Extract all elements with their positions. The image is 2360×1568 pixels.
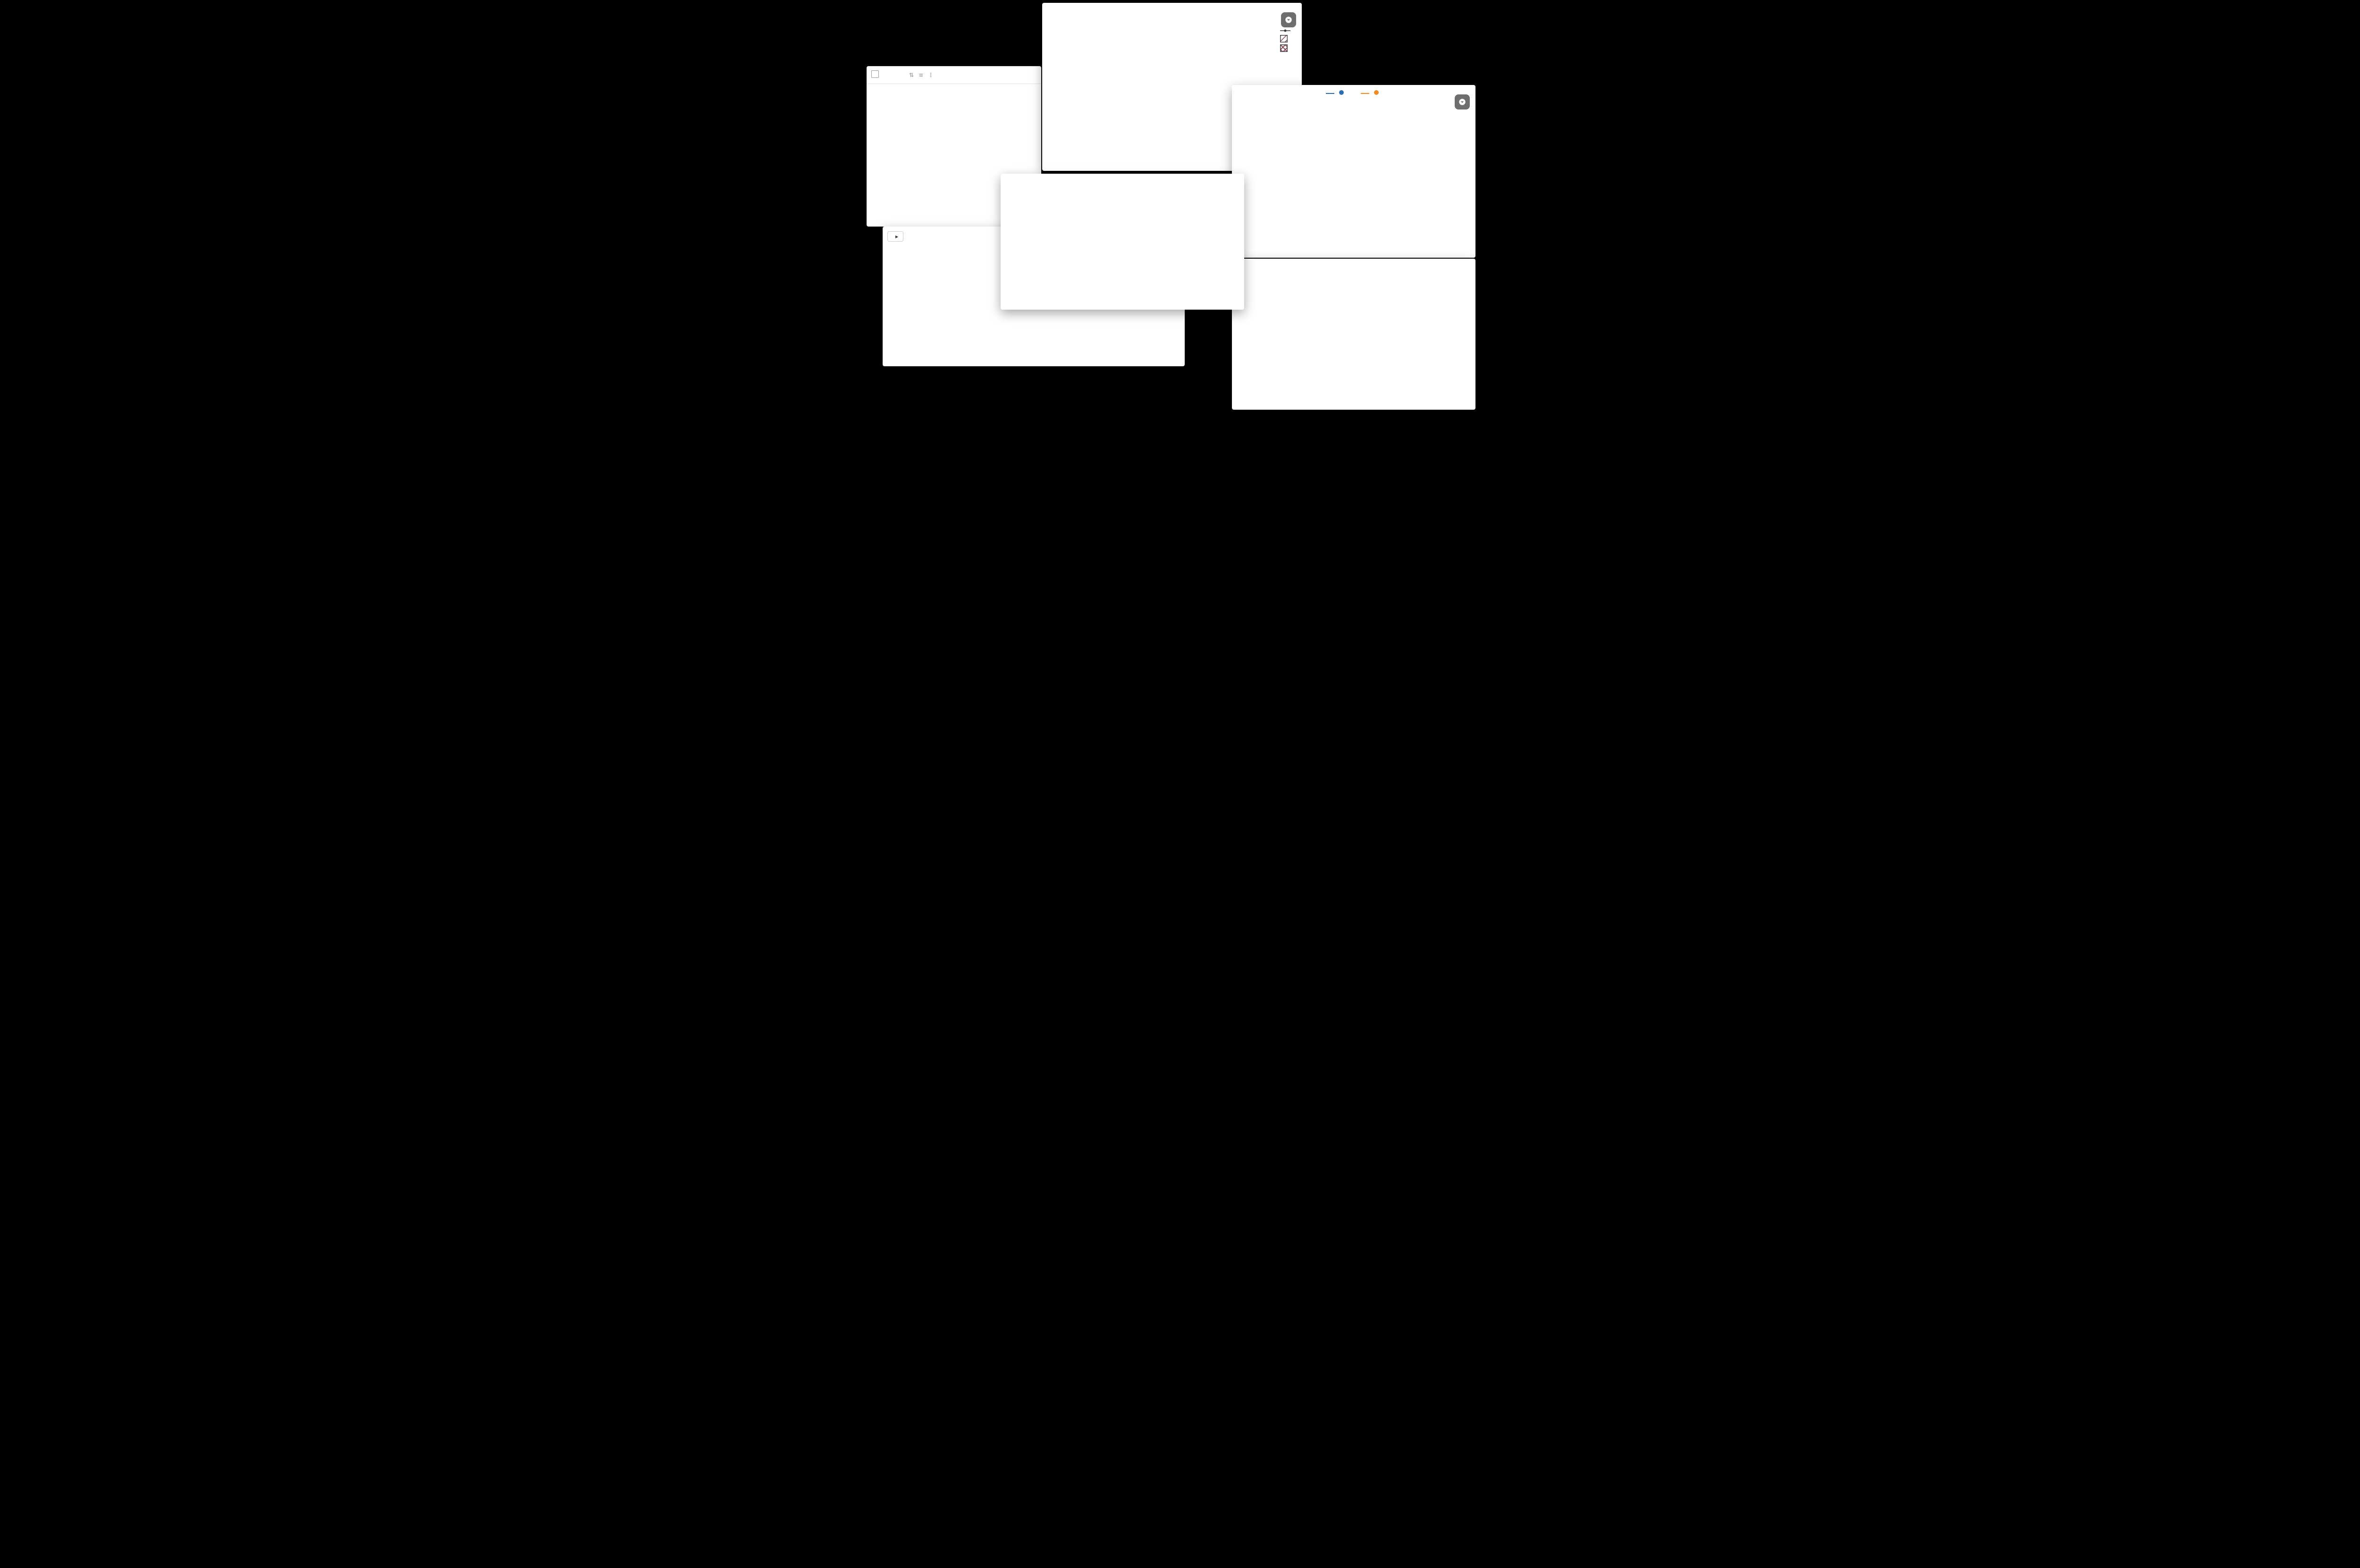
- legend-3d-one: [1326, 90, 1347, 97]
- legend-3d-two: [1361, 90, 1382, 97]
- table-header[interactable]: ⇅ ≡ ⋮: [900, 67, 1041, 84]
- legend-normal: [1280, 44, 1293, 52]
- filter-icon[interactable]: ≡: [919, 72, 923, 78]
- chevron-down-icon: [1285, 16, 1292, 24]
- sort-icon[interactable]: ⇅: [909, 72, 914, 78]
- lines3d-chart: [1232, 97, 1475, 229]
- chevron-down-icon: [1458, 98, 1466, 106]
- checkbox-header[interactable]: [871, 70, 879, 78]
- waterfall-chart: [1001, 178, 1244, 295]
- legend-abnormal: [1280, 35, 1293, 42]
- panel-menu-button[interactable]: [1455, 94, 1470, 110]
- fib-legend: [1280, 28, 1293, 54]
- lines3d-panel: [1232, 85, 1475, 258]
- canvas: ⇅ ≡ ⋮ ▸: [854, 0, 1506, 420]
- legend-line: [1280, 28, 1293, 33]
- lines3d-legend: [1232, 90, 1475, 97]
- more-icon[interactable]: ⋮: [928, 72, 934, 78]
- play-icon: ▸: [895, 233, 898, 240]
- table-header-row: ⇅ ≡ ⋮: [867, 67, 1041, 84]
- table-header-icons[interactable]: ⇅ ≡ ⋮: [909, 72, 934, 78]
- waterfall-panel: [1001, 174, 1244, 310]
- panel-menu-button[interactable]: [1281, 12, 1296, 27]
- contour-type-button[interactable]: ▸: [887, 231, 903, 242]
- widget-table: ⇅ ≡ ⋮: [867, 66, 1041, 84]
- funnel-panel: [1232, 259, 1475, 410]
